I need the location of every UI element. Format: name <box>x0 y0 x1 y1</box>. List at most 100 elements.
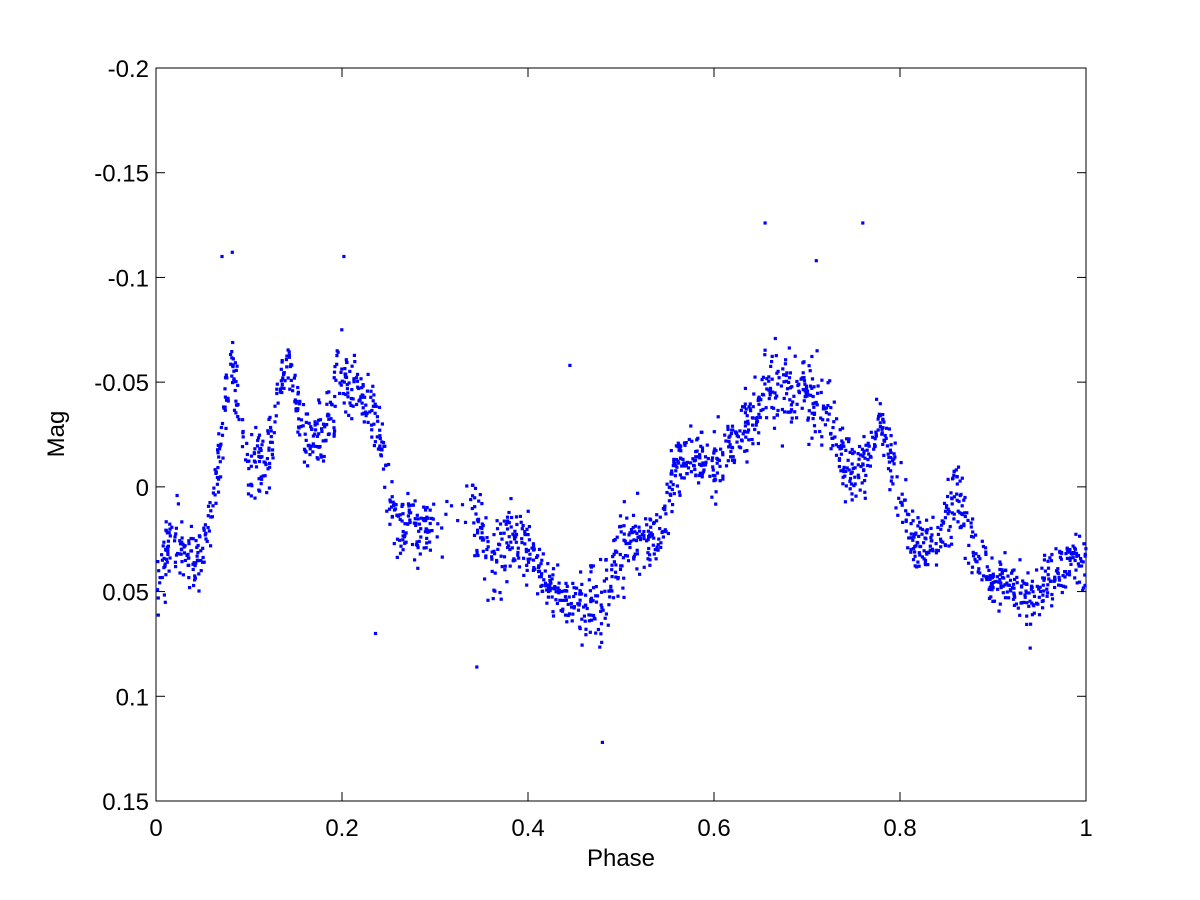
data-point <box>252 459 256 463</box>
data-point <box>584 627 588 631</box>
data-point <box>1012 593 1016 597</box>
data-point <box>537 570 541 574</box>
data-point <box>390 514 394 519</box>
data-point <box>810 411 814 415</box>
data-point <box>881 413 885 417</box>
data-point <box>865 448 869 452</box>
data-point <box>347 413 351 417</box>
data-point <box>985 565 989 569</box>
data-point <box>1076 553 1081 558</box>
data-point <box>260 477 264 481</box>
data-point <box>710 458 714 463</box>
data-point <box>297 402 302 406</box>
data-point <box>304 450 308 454</box>
data-point <box>1030 601 1034 605</box>
data-point <box>734 431 738 435</box>
data-point <box>680 464 684 468</box>
data-point <box>955 482 959 486</box>
data-point <box>610 563 614 567</box>
data-point <box>549 581 553 585</box>
data-point <box>387 507 392 511</box>
data-point <box>286 376 290 380</box>
data-point <box>601 608 605 612</box>
data-point <box>465 484 469 488</box>
data-point <box>500 537 504 541</box>
data-point <box>847 468 851 472</box>
data-point <box>160 553 164 557</box>
data-point <box>1053 576 1057 580</box>
data-point <box>222 405 226 409</box>
data-point <box>348 369 352 373</box>
data-point <box>349 396 353 401</box>
data-point <box>1074 551 1079 555</box>
data-point <box>237 417 241 422</box>
data-point <box>582 614 586 618</box>
data-point <box>751 442 755 446</box>
data-point <box>998 602 1002 606</box>
data-point <box>275 382 279 386</box>
data-point <box>832 400 836 404</box>
data-point <box>888 488 892 492</box>
data-point <box>201 555 205 560</box>
data-point <box>440 526 444 530</box>
data-point <box>893 455 897 459</box>
data-point <box>1013 577 1017 581</box>
data-point <box>444 512 448 516</box>
data-point <box>924 537 928 541</box>
data-point <box>744 407 748 411</box>
data-point <box>701 470 705 474</box>
data-point <box>954 468 958 472</box>
data-point <box>252 452 257 456</box>
data-point <box>618 514 623 518</box>
data-point <box>296 392 300 396</box>
data-point <box>633 552 637 556</box>
data-point <box>515 522 519 527</box>
data-point <box>947 509 951 513</box>
data-point <box>378 447 382 451</box>
data-point <box>1078 534 1082 538</box>
data-point <box>294 409 298 413</box>
data-point <box>645 523 649 527</box>
data-point <box>178 571 182 575</box>
data-point <box>428 508 432 512</box>
data-point <box>522 573 526 577</box>
data-point <box>315 422 319 426</box>
data-point <box>807 364 811 368</box>
data-point <box>963 514 967 519</box>
data-point <box>795 379 799 384</box>
data-point <box>749 409 753 413</box>
data-point <box>308 453 312 457</box>
data-point <box>279 379 283 383</box>
data-point <box>763 348 767 352</box>
data-point <box>936 549 940 553</box>
data-point <box>1077 580 1082 584</box>
data-point <box>202 560 206 564</box>
data-point <box>661 535 665 539</box>
data-point <box>415 513 419 517</box>
data-point <box>155 588 160 592</box>
data-point <box>847 437 851 441</box>
data-point <box>1032 604 1036 608</box>
data-point <box>573 592 578 596</box>
data-point <box>885 426 889 430</box>
data-point <box>852 450 856 454</box>
data-point <box>713 474 717 478</box>
data-point <box>783 362 787 366</box>
data-point <box>584 633 588 637</box>
data-point <box>526 509 530 513</box>
data-point <box>775 371 779 375</box>
data-point <box>984 552 988 556</box>
data-point <box>726 459 730 463</box>
data-point <box>340 379 344 383</box>
data-point <box>829 432 833 436</box>
data-point <box>244 458 248 462</box>
data-point <box>571 581 575 585</box>
data-point <box>229 352 233 357</box>
data-point <box>531 542 535 546</box>
data-point <box>514 532 519 537</box>
data-point <box>835 417 839 421</box>
data-point <box>157 569 161 573</box>
data-point <box>745 460 749 464</box>
data-point <box>837 465 841 469</box>
data-point <box>195 545 199 549</box>
